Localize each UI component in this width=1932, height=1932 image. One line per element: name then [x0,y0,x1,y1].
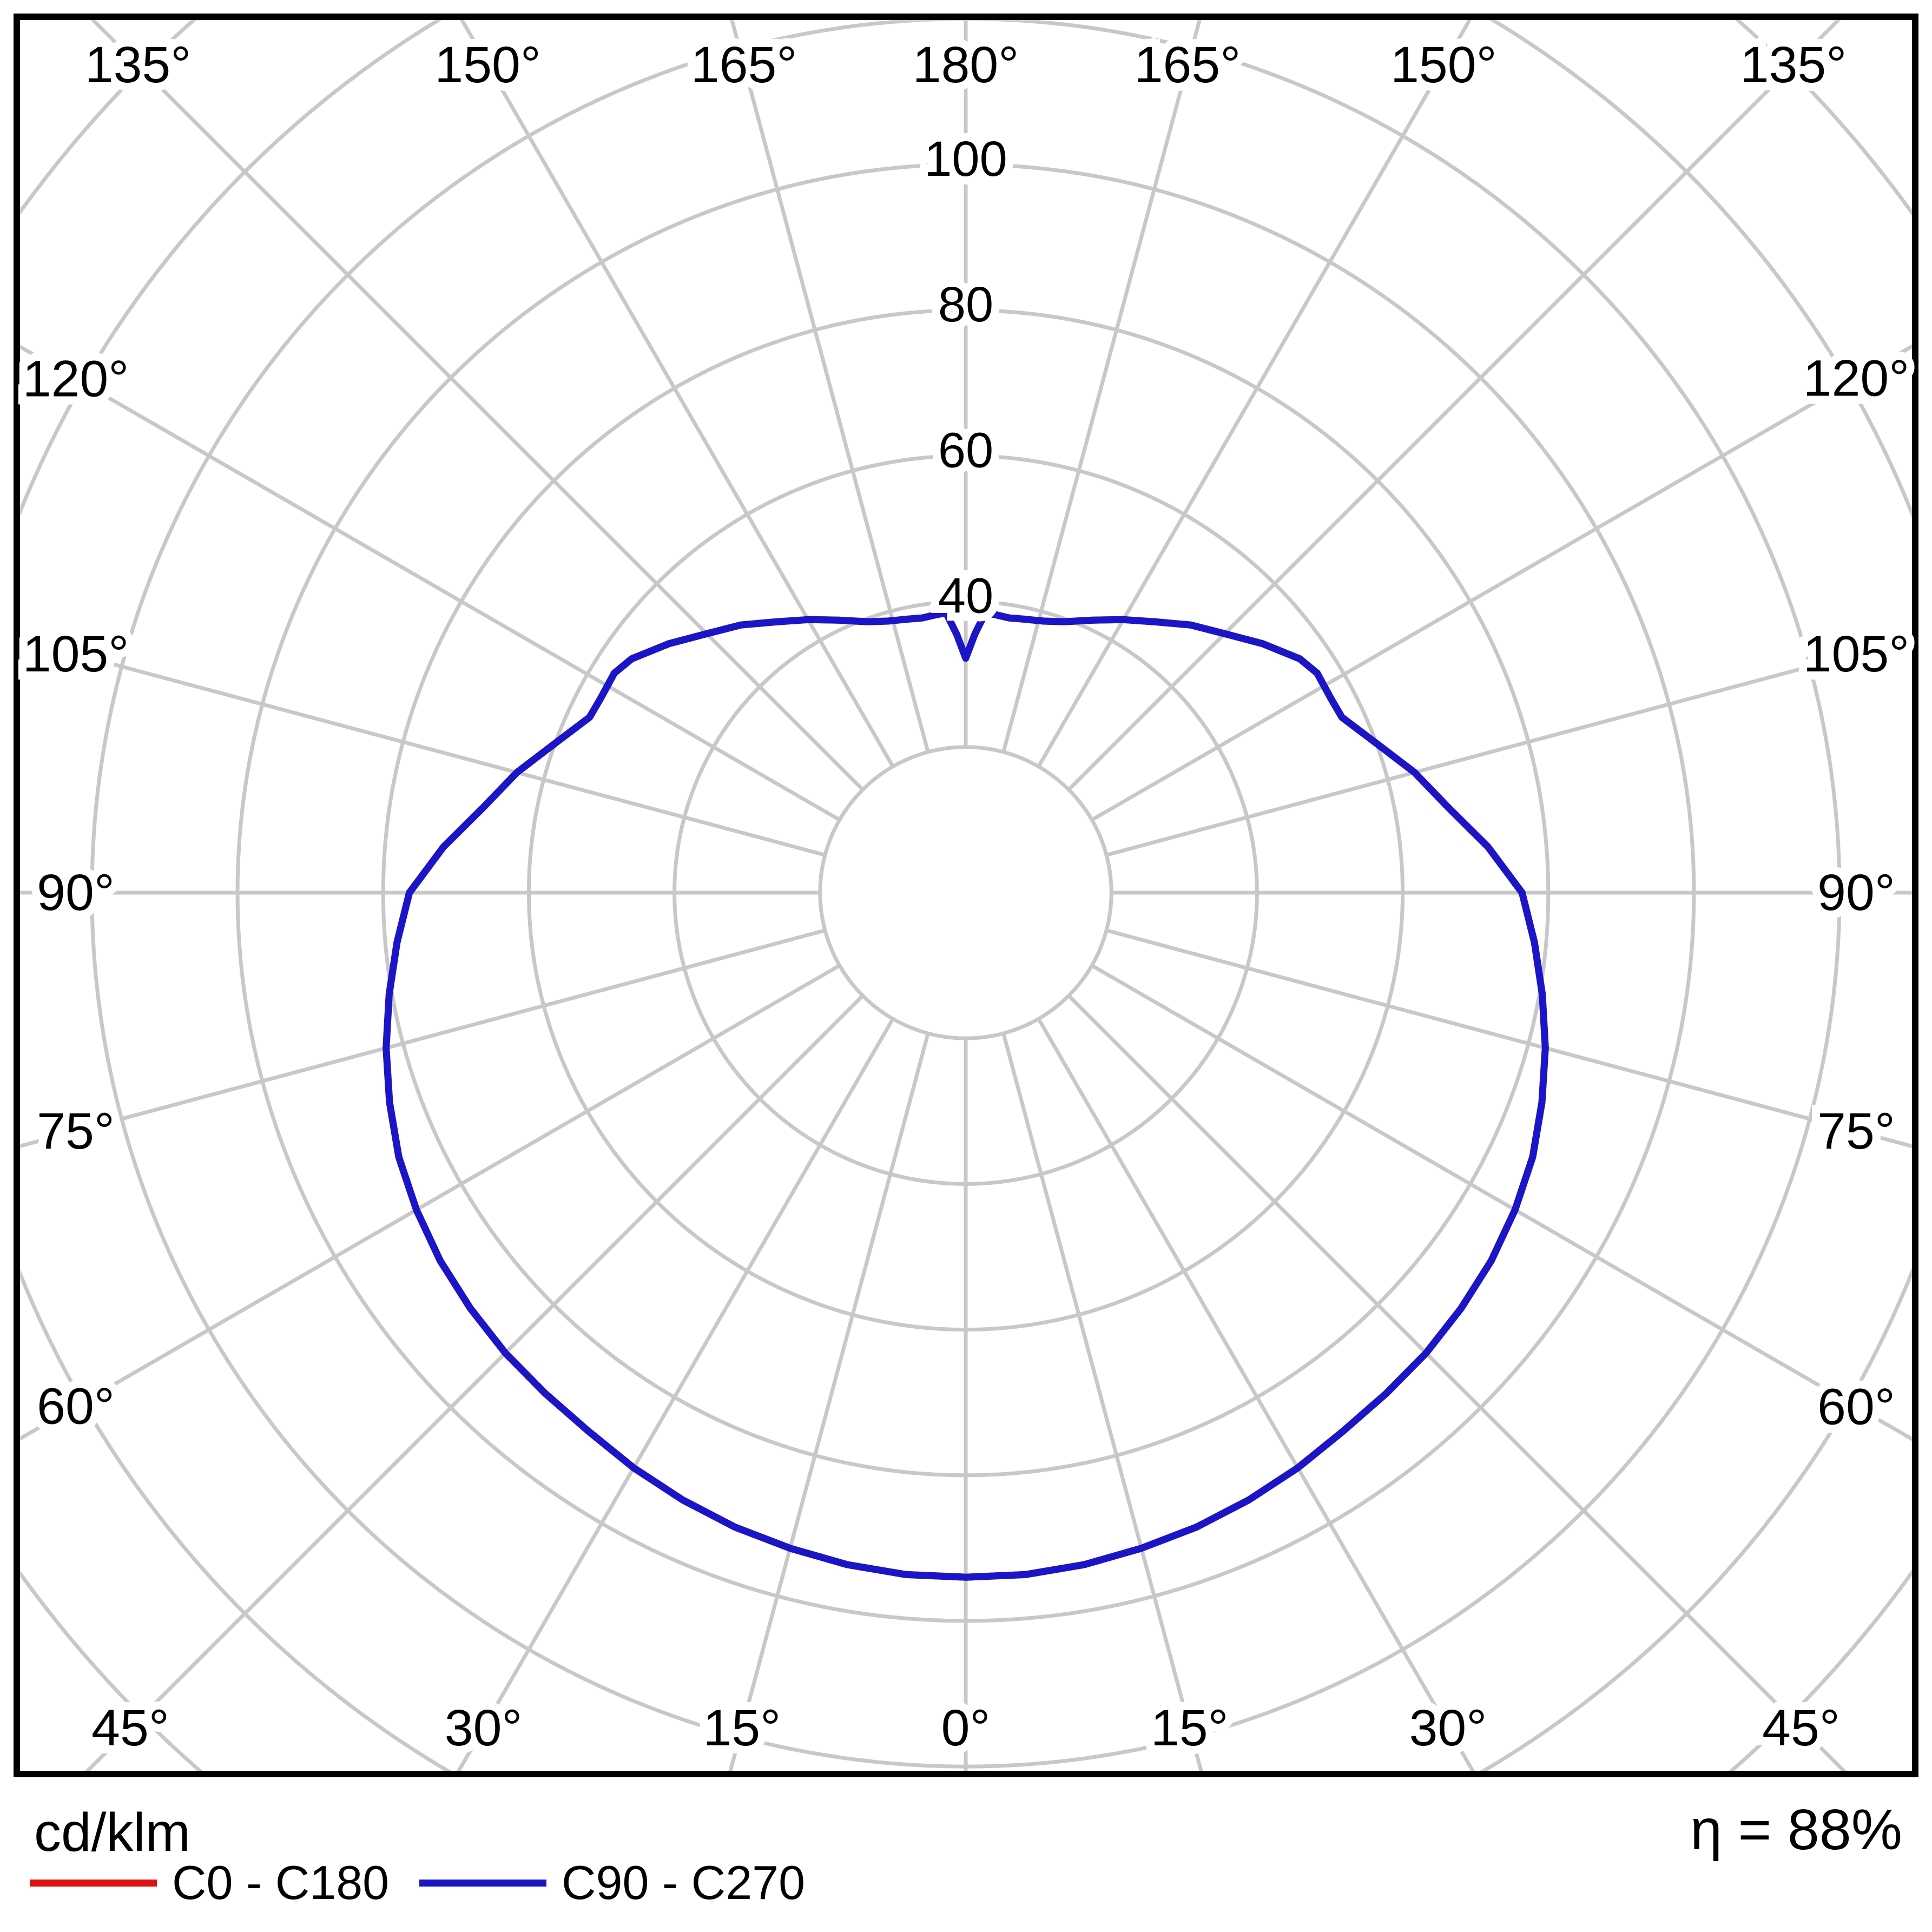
radial-tick-label: 100 [924,131,1007,187]
gamma-label: 150° [1390,36,1497,94]
gamma-label: 30° [445,1699,523,1757]
spoke-line [1091,344,1912,822]
radial-tick-label: 40 [938,569,993,624]
gamma-label: 90° [37,864,115,921]
spoke-line [1037,20,1472,768]
spoke-line [1067,994,1847,1771]
gamma-label: 60° [1817,1378,1895,1435]
spoke-line [459,20,895,768]
gamma-label: 15° [1151,1699,1229,1757]
gamma-label: 45° [1762,1699,1840,1757]
gamma-label: 120° [1803,350,1910,407]
spoke-line [1091,964,1912,1441]
gamma-label: 105° [1803,625,1910,683]
gamma-label: 150° [434,36,541,94]
gamma-label: 180° [913,36,1019,94]
legend-swatch [419,1879,546,1887]
spoke-line [1001,1033,1203,1771]
spoke-line [20,344,841,822]
spoke-line [85,994,865,1771]
gamma-label: 15° [703,1699,781,1757]
radial-tick-label: 80 [938,277,993,332]
gamma-label: 30° [1409,1699,1487,1757]
gamma-label: 165° [1135,36,1241,94]
radial-tick-label: 60 [938,423,993,478]
legend-item: C0 - C180 [30,1850,389,1915]
spoke-line [1037,1018,1475,1771]
legend-item-label: C90 - C270 [562,1856,806,1909]
legend-swatch [30,1879,157,1887]
legend-item-label: C0 - C180 [172,1856,390,1909]
spoke-line [20,964,841,1441]
gamma-label: 165° [691,36,797,94]
spoke-line [1106,928,1912,1149]
gamma-label: 60° [37,1378,115,1435]
curve-c90-c270 [383,609,1549,1581]
gamma-label: 45° [91,1699,169,1757]
spoke-line [90,20,865,792]
efficiency-label: η = 88% [1690,1798,1902,1862]
gamma-label: 75° [37,1103,115,1160]
gamma-label: 105° [23,625,129,683]
spoke-line [456,1018,895,1771]
spoke-line [20,637,826,857]
spoke-line [728,1033,930,1771]
gamma-label: 135° [85,36,192,94]
gamma-label: 90° [1817,864,1895,921]
gamma-label: 120° [23,350,129,407]
units-label: cd/klm [34,1802,190,1863]
gamma-label: 0° [941,1699,991,1757]
spoke-line [20,928,826,1148]
spoke-line [1106,637,1912,857]
legend-item: C90 - C270 [419,1850,805,1915]
spoke-line [1001,20,1202,753]
legend: C0 - C180 C90 - C270 [30,1850,1220,1921]
spoke-line [1067,20,1841,792]
gamma-label: 75° [1817,1103,1895,1160]
spoke-line [730,20,930,753]
gamma-label: 135° [1740,36,1847,94]
